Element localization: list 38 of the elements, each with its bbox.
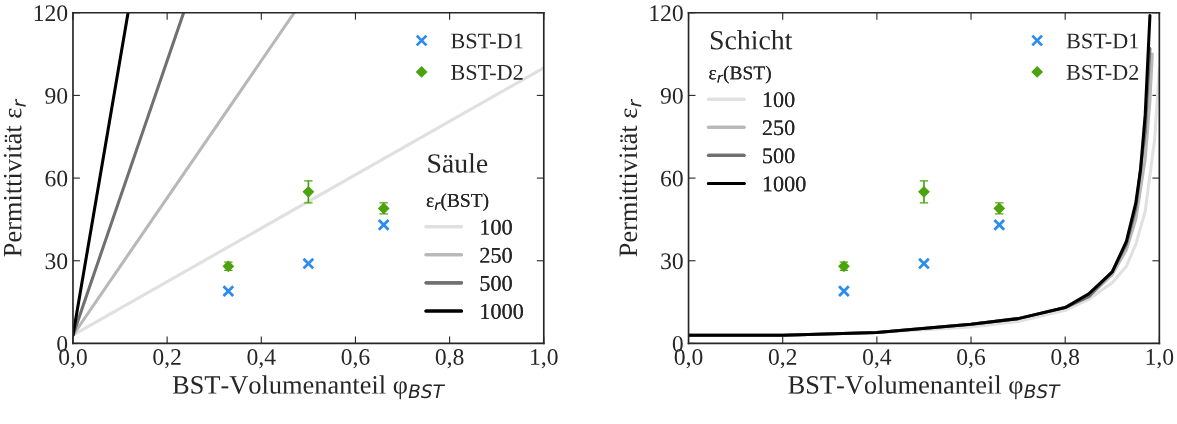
legend-title: ε$_{r}$(BST)	[426, 193, 489, 211]
legend-label: 250	[762, 120, 795, 136]
y-tick-label: 60	[45, 170, 68, 187]
y-tick-label: 120	[650, 5, 683, 22]
annotation: Schicht	[710, 30, 793, 50]
legend-label: BST-D2	[1066, 64, 1139, 80]
x-tick-label: 0,6	[341, 348, 370, 369]
legend-label: 100	[481, 219, 512, 235]
x-tick-label: 1,0	[1146, 348, 1174, 369]
y-tick-label: 30	[45, 253, 68, 270]
x-tick-label: 0,4	[247, 348, 276, 369]
y-tick-label: 120	[34, 5, 68, 22]
y-axis-title: Permittivität ε$_{r}$	[619, 98, 642, 257]
y-tick-label: 30	[661, 253, 683, 270]
x-tick-label: 0,6	[957, 348, 986, 369]
x-tick-label: 0,8	[1051, 348, 1080, 369]
legend-label: 1000	[763, 176, 806, 192]
legend-title: ε$_{r}$(BST)	[709, 65, 771, 84]
y-axis-title: Permittivität ε$_{r}$	[3, 98, 26, 257]
legend-label: 500	[763, 148, 795, 164]
legend-label: 250	[480, 247, 512, 263]
annotation: Säule	[428, 153, 488, 173]
legend-label: BST-D1	[451, 33, 523, 49]
legend-label: BST-D2	[451, 64, 523, 80]
x-tick-label: 1,0	[531, 348, 558, 369]
legend-label: BST-D1	[1066, 33, 1139, 49]
x-tick-label: 0,2	[768, 348, 797, 369]
legend-label: 100	[763, 92, 795, 108]
y-tick-label: 90	[660, 87, 683, 104]
legend-label: 1000	[481, 303, 523, 319]
y-tick-label: 60	[661, 170, 683, 187]
x-axis-title: BST-Volumenanteil φ$_{BST}$	[172, 375, 446, 400]
x-tick-label: 0,4	[863, 348, 892, 369]
legend-label: 500	[480, 275, 512, 291]
x-tick-label: 0,8	[435, 348, 464, 369]
x-axis-title: BST-Volumenanteil φ$_{BST}$	[788, 375, 1061, 400]
x-tick-label: 0,2	[153, 348, 181, 369]
y-tick-label: 90	[45, 87, 68, 104]
